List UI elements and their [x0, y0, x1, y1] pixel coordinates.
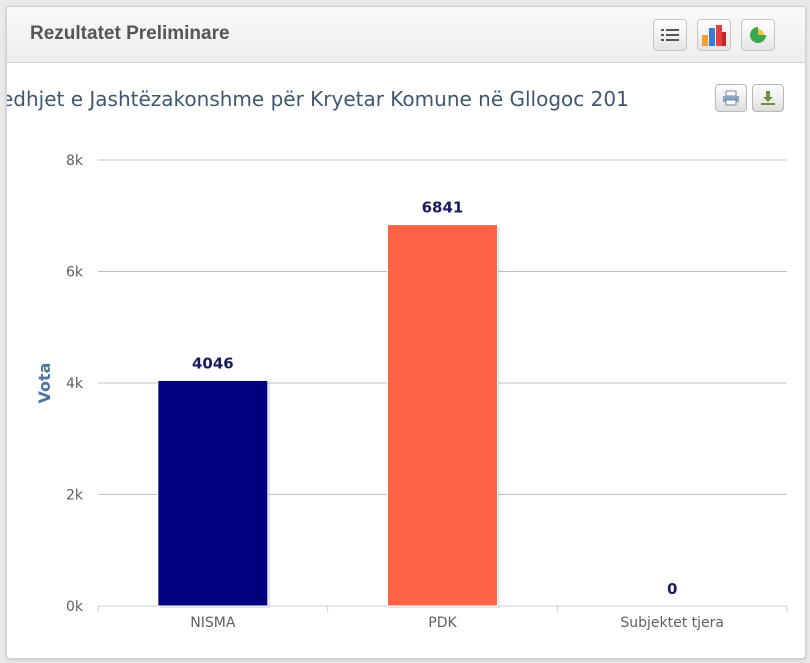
panel-header: Rezultatet Preliminare: [7, 7, 805, 63]
x-category-label: NISMA: [190, 615, 236, 631]
data-label: 4046: [192, 354, 234, 372]
data-label: 0: [667, 580, 677, 598]
data-label: 6841: [422, 199, 464, 217]
y-tick-label: 0k: [66, 599, 84, 615]
pie-chart-view-button[interactable]: [741, 19, 775, 51]
chart-title: edhjet e Jashtëzakonshme për Kryetar Kom…: [7, 87, 629, 111]
y-axis-label: Vota: [35, 363, 54, 404]
print-icon: [723, 90, 739, 106]
list-icon: [661, 29, 679, 41]
print-button[interactable]: [715, 84, 747, 112]
download-icon: [761, 91, 775, 105]
y-tick-label: 6k: [66, 265, 84, 281]
y-tick-label: 2k: [66, 488, 84, 504]
x-category-label: PDK: [428, 615, 457, 631]
y-tick-label: 8k: [66, 153, 84, 169]
bar-nisma: [157, 379, 269, 607]
pie-chart-icon: [750, 27, 766, 43]
results-panel: Rezultatet Preliminare: [6, 6, 806, 659]
bar-chart-view-button[interactable]: [697, 19, 731, 51]
panel-title: Rezultatet Preliminare: [30, 23, 230, 44]
download-button[interactable]: [752, 84, 784, 112]
x-category-label: Subjektet tjera: [620, 615, 724, 631]
bar-chart: 0k 2k 4k 6k 8k Vota 4046 NISMA 6841 PDK 0 Subjektet…: [35, 153, 788, 631]
y-tick-label: 4k: [66, 376, 84, 392]
bar-pdk: [387, 224, 498, 607]
list-view-button[interactable]: [653, 19, 687, 51]
bar-chart-icon: [702, 25, 726, 46]
